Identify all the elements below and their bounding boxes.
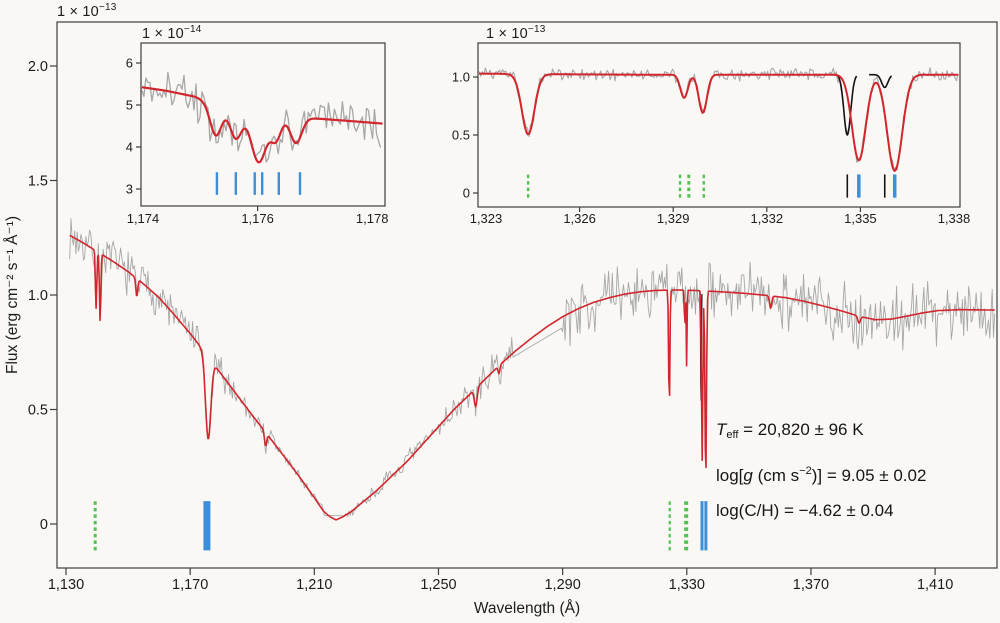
- x-tick-label: 1,338: [938, 211, 971, 226]
- main-scale-exponent: −13: [98, 2, 117, 13]
- y-tick-label: 1.5: [28, 174, 48, 190]
- fit-parameters: Teff = 20,820 ± 96 K log[g (cm s−2)] = 9.…: [716, 412, 926, 529]
- x-tick-label: 1,410: [917, 577, 953, 593]
- model-spectrum: [141, 86, 383, 164]
- inset1-scale-exponent: −14: [183, 24, 202, 35]
- x-tick-label: 1,174: [127, 211, 160, 226]
- x-tick-label: 1,330: [669, 577, 705, 593]
- y-tick-label: 4: [126, 140, 133, 155]
- fit-parameter-line: log(C/H) = −4.62 ± 0.04: [716, 501, 894, 520]
- y-tick-label: 0: [40, 517, 48, 533]
- panel-border: [140, 42, 386, 207]
- interstellar-line: [869, 73, 893, 89]
- fit-parameter-line: Teff = 20,820 ± 96 K: [716, 420, 864, 441]
- x-tick-label: 1,329: [657, 211, 690, 226]
- y-tick-label: 5: [126, 98, 133, 113]
- x-tick-label: 1,335: [844, 211, 877, 226]
- x-tick-label: 1,370: [793, 577, 829, 593]
- x-tick-label: 1,130: [48, 577, 84, 593]
- y-tick-label: 0.5: [452, 128, 470, 143]
- y-tick-label: 0.5: [28, 403, 48, 419]
- x-axis-title: Wavelength (Å): [474, 600, 580, 617]
- y-tick-label: 1.0: [28, 288, 48, 304]
- x-tick-label: 1,323: [470, 211, 503, 226]
- x-tick-label: 1,332: [751, 211, 784, 226]
- model-spectrum: [69, 234, 995, 521]
- x-tick-label: 1,326: [563, 211, 596, 226]
- fit-parameter-line: log[g (cm s−2)] = 9.05 ± 0.02: [716, 464, 927, 485]
- model-spectrum: [479, 72, 959, 172]
- x-tick-label: 1,250: [420, 577, 456, 593]
- x-tick-label: 1,210: [296, 577, 332, 593]
- y-tick-label: 2.0: [28, 59, 48, 75]
- x-tick-label: 1,170: [172, 577, 208, 593]
- inset-c3-1175-plot: 1,174 1,176 1,178 3 4 5 6: [126, 42, 389, 226]
- x-tick-label: 1,178: [356, 211, 389, 226]
- main-plot: 1,130 1,170 1,210 1,250 1,290 1,330 1,370 1,410…: [28, 21, 998, 593]
- observed-spectrum: [141, 71, 382, 163]
- y-tick-label: 6: [126, 56, 133, 71]
- inset1-scale-label: 1 × 10−14: [142, 24, 202, 42]
- panel-border: [477, 42, 961, 208]
- y-tick-label: 0: [463, 186, 470, 201]
- main-scale-label: 1 × 10−13: [57, 2, 117, 20]
- inset-c2-1335-plot: 1,323 1,326 1,329 1,332 1,335 1,338 0 0.5 1.0: [452, 42, 971, 226]
- inset2-scale-label: 1 × 10−13: [486, 24, 546, 42]
- y-tick-label: 3: [126, 182, 133, 197]
- x-tick-label: 1,176: [241, 211, 274, 226]
- inset2-scale-exponent: −13: [527, 24, 546, 35]
- y-axis-title: Flux (erg cm⁻² s⁻¹ Å⁻¹): [4, 216, 21, 374]
- y-tick-label: 1.0: [452, 70, 470, 85]
- x-tick-label: 1,290: [544, 577, 580, 593]
